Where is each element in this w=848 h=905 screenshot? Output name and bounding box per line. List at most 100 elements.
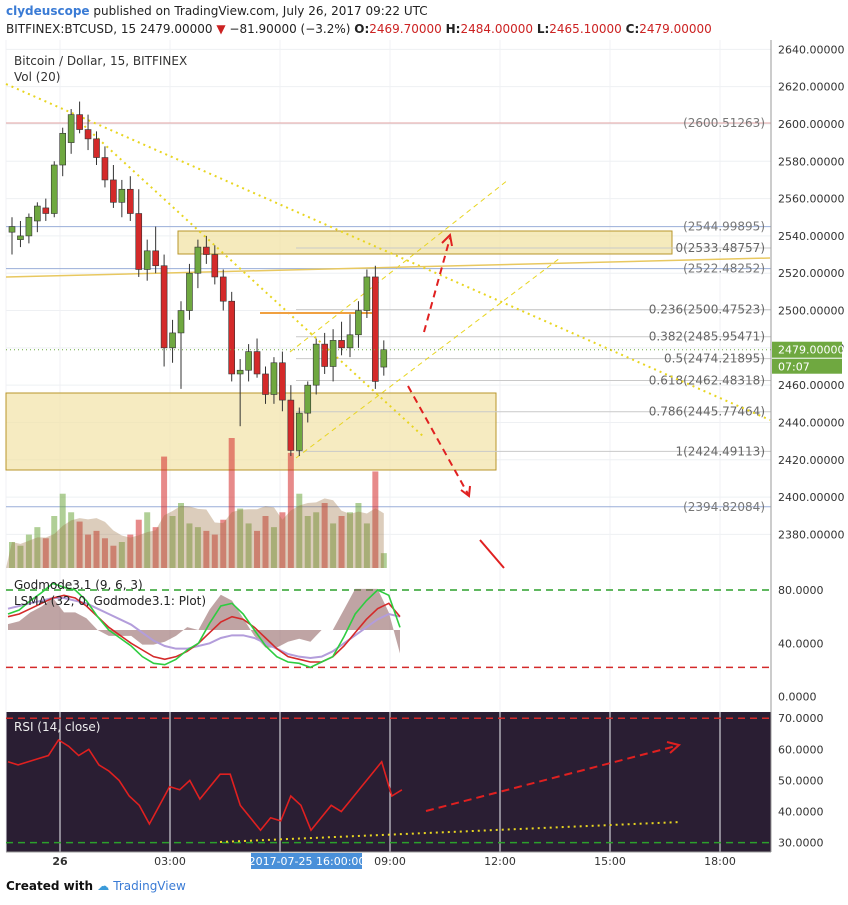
candle-body[interactable] (312, 343, 320, 386)
candle-body[interactable] (67, 114, 75, 143)
volume-bar (101, 538, 108, 568)
candle-body[interactable] (160, 265, 168, 349)
last-price-badge (772, 341, 842, 358)
godmode-axis-tick: 80.0000 (778, 584, 824, 597)
downtrend-line-dotted-1 (5, 83, 771, 421)
candle-body[interactable] (262, 373, 269, 395)
candle-body[interactable] (329, 340, 337, 367)
candle-body[interactable] (169, 332, 176, 349)
volume-bar (372, 471, 379, 568)
candle-body[interactable] (118, 188, 126, 203)
candle-body[interactable] (152, 250, 159, 267)
volume-bar (51, 516, 58, 568)
price-axis-tick: 2420.00000 (778, 454, 844, 467)
volume-bar (34, 527, 41, 568)
candle-body[interactable] (203, 246, 210, 255)
volume-bar (17, 545, 24, 568)
candle-body[interactable] (321, 343, 328, 367)
horizontal-level-label: (2544.99895) (683, 220, 765, 234)
candle-body[interactable] (245, 351, 252, 371)
candle-body[interactable] (363, 276, 371, 311)
candle-body[interactable] (338, 340, 345, 349)
candle-body[interactable] (355, 310, 362, 336)
last-price-label: 2479.00000 (778, 344, 844, 357)
candle-body[interactable] (279, 362, 286, 401)
candle-body[interactable] (25, 216, 33, 237)
support-zone (5, 392, 497, 471)
candle-body[interactable] (287, 399, 295, 451)
candle-body[interactable] (219, 276, 227, 302)
author-name[interactable]: clydeuscope (6, 4, 90, 18)
candle-body[interactable] (76, 114, 83, 130)
fib-level-label: 0.236(2500.47523) (649, 303, 765, 317)
price-pane[interactable] (6, 40, 771, 568)
volume-bar (338, 516, 345, 568)
volume-bar (194, 527, 201, 568)
candle-body[interactable] (42, 207, 50, 214)
candle-body[interactable] (8, 226, 16, 233)
channel-lower (295, 257, 561, 459)
candle-body[interactable] (110, 179, 117, 203)
tradingview-brand[interactable]: TradingView (113, 879, 186, 893)
down-arrow-icon: ▼ (216, 22, 226, 36)
tradingview-logo-icon[interactable]: ☁ (97, 879, 110, 893)
cursor-time-label: 2017-07-25 16:00:00 (249, 855, 366, 868)
arrowhead-up (441, 232, 453, 247)
candle-body[interactable] (50, 164, 58, 214)
time-axis-tick: 03:00 (154, 855, 186, 868)
lsma-line (7, 597, 401, 660)
candle-body[interactable] (380, 349, 388, 368)
candle-body[interactable] (304, 384, 312, 414)
price-axis-tick: 2600.00000 (778, 118, 844, 131)
volume-bar (313, 512, 320, 568)
volume-bar (118, 542, 125, 568)
godmode-axis-tick: 40.0000 (778, 637, 824, 650)
candle-body[interactable] (84, 129, 92, 140)
candle-body[interactable] (93, 138, 100, 158)
candle-body[interactable] (17, 235, 24, 240)
price-axis-tick: 2440.00000 (778, 416, 844, 429)
candle-body[interactable] (59, 132, 67, 166)
volume-bar (380, 553, 387, 568)
price-axis-tick: 2500.00000 (778, 305, 844, 318)
time-axis-tick: 12:00 (484, 855, 516, 868)
volume-bar (152, 527, 159, 568)
candle-body[interactable] (228, 300, 235, 375)
candle-body[interactable] (253, 351, 261, 375)
volume-bar (355, 503, 362, 568)
volume-bar (228, 438, 235, 568)
price-axis-tick: 2580.00000 (778, 155, 844, 168)
candle-body[interactable] (143, 250, 151, 270)
footer: Created with ☁ TradingView (6, 879, 186, 893)
price-axis-tick: 2460.00000 (778, 379, 844, 392)
price-axis-tick: 2640.00000 (778, 43, 844, 56)
rsi-line (7, 738, 403, 832)
godmode-axis-tick: 0.0000 (778, 691, 817, 704)
volume-ma-area (6, 498, 384, 568)
candle-body[interactable] (346, 334, 354, 349)
candle-body[interactable] (236, 369, 244, 375)
fib-level-label: 0.618(2462.48318) (649, 374, 765, 388)
candle-body[interactable] (135, 213, 143, 270)
godmode-pane[interactable] (6, 570, 771, 710)
candle-body[interactable] (372, 276, 379, 382)
candle-body[interactable] (127, 188, 134, 214)
candle-body[interactable] (270, 362, 278, 395)
candle-body[interactable] (211, 254, 219, 278)
price-axis-tick: 2560.00000 (778, 193, 844, 206)
candle-body[interactable] (295, 412, 303, 451)
candle-body[interactable] (186, 272, 193, 311)
rsi-axis-tick: 60.0000 (778, 743, 824, 756)
time-axis-tick: 15:00 (594, 855, 626, 868)
candle-body[interactable] (34, 205, 41, 222)
candle-body[interactable] (177, 310, 185, 334)
volume-bar (76, 521, 83, 568)
created-with: Created with (6, 879, 94, 893)
candle-body[interactable] (101, 157, 109, 181)
rsi-trend-arrow (425, 745, 677, 812)
volume-bar (363, 523, 370, 568)
fib-level-label: 0(2533.48757) (675, 241, 765, 255)
price-axis-tick: 2520.00000 (778, 267, 844, 280)
candle-body[interactable] (194, 246, 202, 274)
